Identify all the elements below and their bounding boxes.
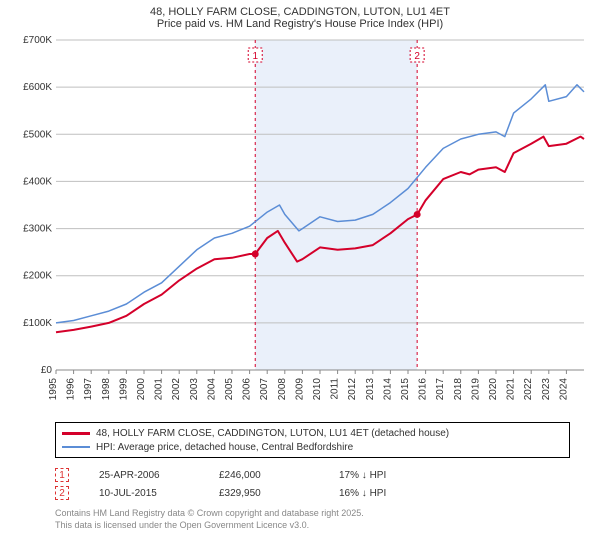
svg-text:2022: 2022 [523,378,534,401]
svg-text:2003: 2003 [189,378,200,401]
marker-badge: 1 [55,468,69,482]
svg-text:2014: 2014 [382,378,393,401]
marker-delta: 17% ↓ HPI [339,470,429,481]
svg-text:2021: 2021 [506,378,517,401]
legend-label-series-1: 48, HOLLY FARM CLOSE, CADDINGTON, LUTON,… [96,428,449,439]
svg-text:2012: 2012 [347,378,358,401]
svg-text:2019: 2019 [470,378,481,401]
svg-text:1999: 1999 [118,378,129,401]
svg-text:£400K: £400K [23,176,52,187]
legend-row: 48, HOLLY FARM CLOSE, CADDINGTON, LUTON,… [62,426,563,440]
svg-text:2004: 2004 [206,378,217,401]
svg-text:2010: 2010 [312,378,323,401]
svg-text:2020: 2020 [488,378,499,401]
svg-text:2024: 2024 [558,378,569,401]
footer-line-1: Contains HM Land Registry data © Crown c… [55,508,570,520]
legend-row: HPI: Average price, detached house, Cent… [62,440,563,454]
svg-text:£700K: £700K [23,35,52,46]
svg-text:2002: 2002 [171,378,182,401]
marker-row: 1 25-APR-2006 £246,000 17% ↓ HPI [55,466,570,484]
svg-text:2023: 2023 [541,378,552,401]
svg-text:£0: £0 [41,365,53,376]
marker-price: £329,950 [219,488,309,499]
title-line-1: 48, HOLLY FARM CLOSE, CADDINGTON, LUTON,… [10,6,590,18]
svg-text:2013: 2013 [365,378,376,401]
marker-row: 2 10-JUL-2015 £329,950 16% ↓ HPI [55,484,570,502]
legend-swatch-series-2 [62,446,90,448]
svg-text:2001: 2001 [154,378,165,401]
svg-text:2006: 2006 [242,378,253,401]
chart-title-block: 48, HOLLY FARM CLOSE, CADDINGTON, LUTON,… [0,0,600,34]
svg-text:£500K: £500K [23,129,52,140]
svg-text:1995: 1995 [48,378,59,401]
marker-delta: 16% ↓ HPI [339,488,429,499]
svg-text:£100K: £100K [23,318,52,329]
svg-text:2017: 2017 [435,378,446,401]
svg-text:2005: 2005 [224,378,235,401]
marker-date: 10-JUL-2015 [99,488,189,499]
svg-text:2018: 2018 [453,378,464,401]
svg-text:2009: 2009 [294,378,305,401]
svg-text:1: 1 [252,51,258,62]
svg-text:£200K: £200K [23,271,52,282]
svg-text:1997: 1997 [83,378,94,401]
footer-line-2: This data is licensed under the Open Gov… [55,520,570,532]
svg-text:£600K: £600K [23,82,52,93]
sale-markers-table: 1 25-APR-2006 £246,000 17% ↓ HPI 2 10-JU… [0,462,600,504]
chart-area: £0 £100K £200K £300K £400K £500K £600K £700K 199… [10,34,590,414]
svg-text:£300K: £300K [23,224,52,235]
svg-text:1998: 1998 [101,378,112,401]
svg-text:2016: 2016 [418,378,429,401]
svg-text:2000: 2000 [136,378,147,401]
legend: 48, HOLLY FARM CLOSE, CADDINGTON, LUTON,… [55,422,570,458]
marker-badge: 2 [55,486,69,500]
svg-text:2: 2 [414,51,420,62]
svg-text:2007: 2007 [259,378,270,401]
title-line-2: Price paid vs. HM Land Registry's House … [10,18,590,30]
svg-text:2015: 2015 [400,378,411,401]
legend-swatch-series-1 [62,432,90,435]
marker-date: 25-APR-2006 [99,470,189,481]
svg-text:2011: 2011 [330,378,341,400]
svg-text:2008: 2008 [277,378,288,401]
legend-label-series-2: HPI: Average price, detached house, Cent… [96,442,353,453]
svg-text:1996: 1996 [66,378,77,401]
marker-price: £246,000 [219,470,309,481]
footer-attribution: Contains HM Land Registry data © Crown c… [0,504,600,531]
line-chart: £0 £100K £200K £300K £400K £500K £600K £700K 199… [10,34,590,414]
